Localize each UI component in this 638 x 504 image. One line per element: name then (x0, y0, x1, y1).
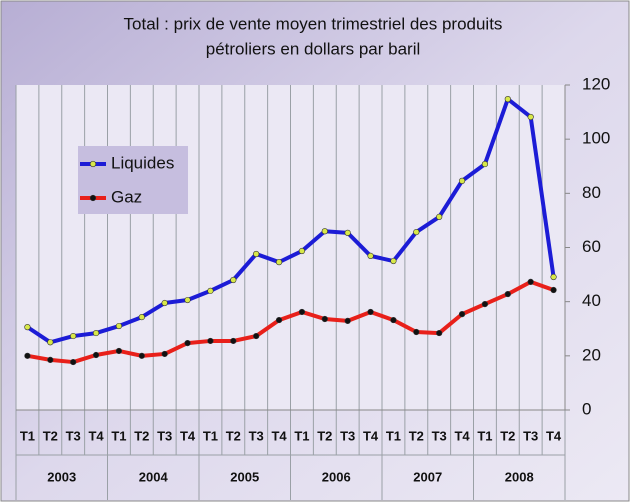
data-point (184, 340, 191, 347)
x-tick-label: T2 (409, 428, 424, 443)
data-point (253, 332, 260, 340)
data-point (504, 95, 511, 103)
x-tick-label: T4 (180, 428, 196, 443)
data-point (184, 296, 191, 304)
data-point (390, 316, 397, 324)
x-tick-label: T4 (363, 428, 379, 443)
x-tick-label: T1 (20, 428, 35, 443)
year-label: 2007 (413, 469, 442, 484)
y-tick-label: 60 (582, 237, 601, 256)
data-point (504, 290, 511, 298)
y-tick-label: 80 (582, 183, 601, 202)
data-point (115, 322, 123, 330)
year-label: 2003 (47, 469, 76, 484)
x-tick-label: T3 (157, 428, 172, 443)
data-point (367, 308, 374, 316)
year-label: 2008 (505, 469, 534, 484)
data-point (47, 356, 54, 363)
chart-title: Total : prix de vente moyen trimestriel … (124, 14, 503, 33)
year-label: 2005 (230, 469, 259, 484)
data-point (321, 315, 328, 323)
data-point (275, 259, 283, 266)
y-tick-label: 100 (582, 129, 610, 148)
x-tick-label: T3 (66, 428, 81, 443)
x-tick-label: T1 (477, 428, 492, 443)
data-point (390, 257, 397, 265)
x-tick-label: T3 (340, 428, 355, 443)
data-point (413, 228, 420, 236)
x-tick-label: T2 (134, 428, 149, 443)
data-point (550, 286, 557, 294)
data-point (344, 229, 351, 236)
data-point (161, 299, 168, 307)
data-point (413, 328, 420, 336)
x-tick-label: T1 (203, 428, 218, 443)
legend-marker (89, 194, 97, 202)
data-point (298, 247, 306, 255)
data-point (458, 177, 466, 184)
data-point (481, 160, 489, 168)
x-tick-label: T2 (226, 428, 241, 443)
legend-label: Liquides (111, 153, 174, 172)
data-point (70, 332, 77, 340)
data-point (550, 273, 557, 281)
data-point (527, 113, 534, 121)
x-tick-label: T2 (500, 428, 515, 443)
series-line (26, 97, 556, 345)
data-point (344, 317, 351, 324)
data-point (253, 250, 260, 258)
data-point (138, 314, 145, 321)
chart-title: pétroliers en dollars par baril (206, 39, 421, 58)
data-point (138, 352, 145, 359)
year-label: 2004 (139, 469, 169, 484)
data-point (24, 324, 31, 331)
x-tick-label: T4 (454, 428, 470, 443)
x-tick-label: T3 (523, 428, 538, 443)
data-point (115, 347, 123, 355)
x-tick-label: T4 (546, 428, 562, 443)
x-tick-label: T3 (432, 428, 447, 443)
year-label: 2006 (322, 469, 351, 484)
x-tick-label: T1 (111, 428, 126, 443)
x-tick-label: T4 (88, 428, 104, 443)
data-point (92, 351, 100, 359)
data-point (230, 276, 237, 284)
x-tick-label: T2 (317, 428, 332, 443)
x-tick-label: T2 (43, 428, 58, 443)
data-point (298, 308, 306, 316)
data-point (24, 352, 31, 359)
series-line (27, 279, 555, 365)
y-tick-label: 40 (582, 291, 601, 310)
data-point (436, 213, 443, 220)
data-point (527, 278, 534, 285)
data-point (207, 337, 214, 345)
data-point (458, 311, 466, 318)
data-point (275, 316, 283, 324)
legend-marker (89, 160, 97, 168)
data-point (367, 252, 374, 259)
data-point (321, 228, 328, 235)
data-point (436, 329, 443, 337)
x-tick-label: T3 (249, 428, 264, 443)
data-point (47, 339, 54, 346)
data-point (481, 301, 489, 308)
y-tick-label: 0 (582, 399, 591, 418)
data-point (230, 337, 237, 345)
data-point (92, 329, 100, 337)
legend-label: Gaz (111, 187, 142, 206)
data-point (70, 358, 77, 366)
y-tick-label: 120 (582, 74, 610, 93)
legend-box (78, 146, 188, 214)
data-point (161, 350, 168, 358)
x-tick-label: T1 (294, 428, 309, 443)
data-point (207, 287, 214, 294)
x-tick-label: T1 (386, 428, 401, 443)
y-tick-label: 20 (582, 345, 601, 364)
x-tick-label: T4 (271, 428, 287, 443)
